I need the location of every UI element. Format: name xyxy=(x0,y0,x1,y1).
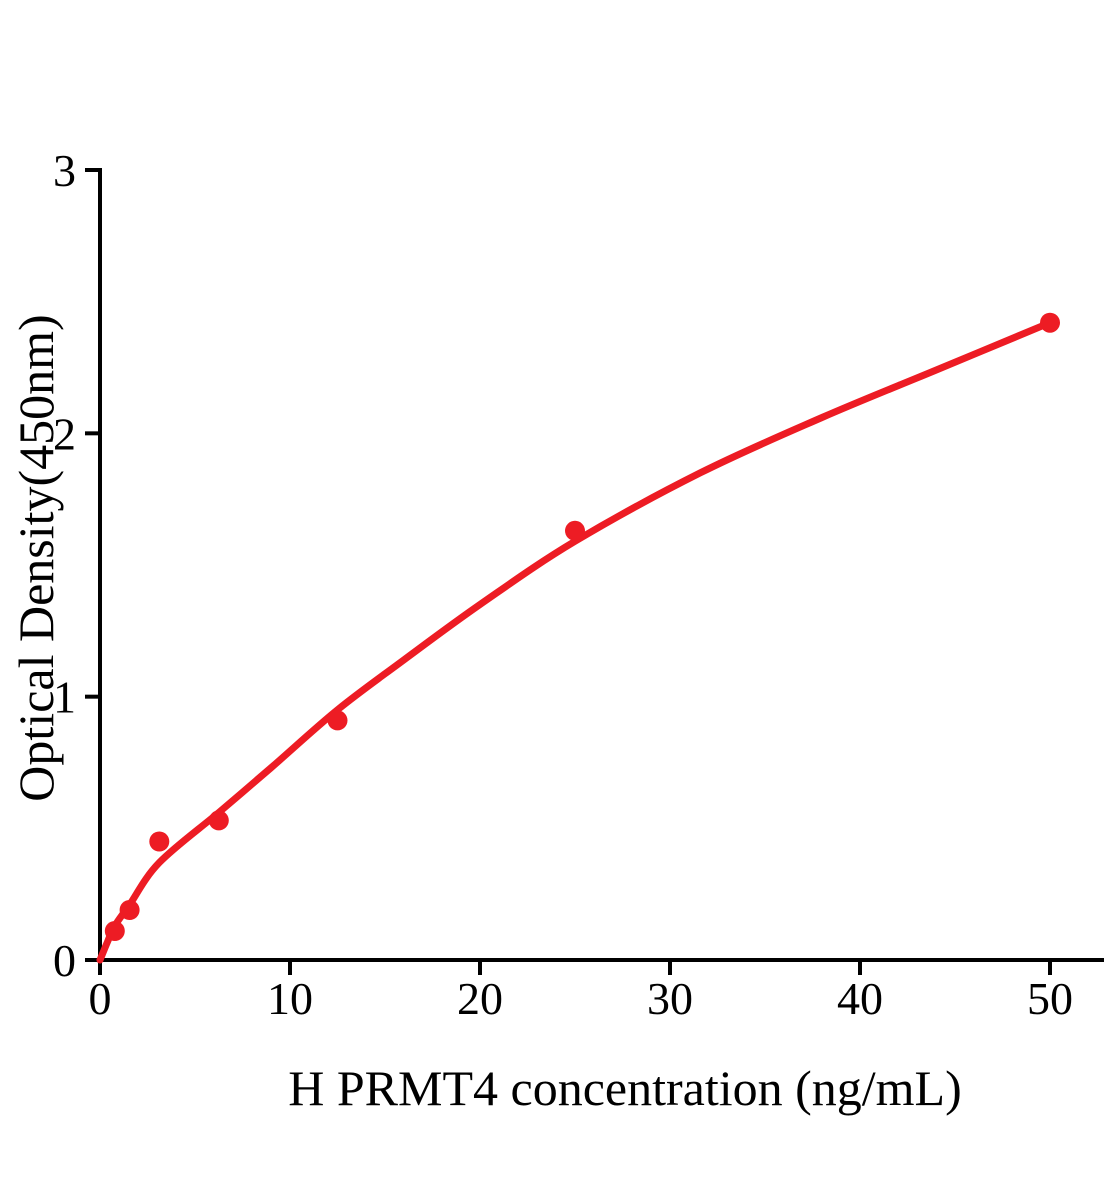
y-tick-label: 2 xyxy=(53,408,76,459)
y-tick-label: 3 xyxy=(53,145,76,196)
y-tick-label: 1 xyxy=(53,672,76,723)
data-point xyxy=(149,831,170,852)
x-tick-label: 0 xyxy=(89,973,112,1024)
fit-curve xyxy=(96,319,1054,964)
x-tick-label: 10 xyxy=(267,973,313,1024)
data-point xyxy=(565,520,585,541)
x-tick-label: 40 xyxy=(837,973,883,1024)
x-tick-label: 50 xyxy=(1027,973,1073,1024)
data-point xyxy=(104,921,125,941)
x-axis-title: H PRMT4 concentration (ng/mL) xyxy=(288,1060,962,1116)
data-point xyxy=(327,710,348,731)
y-axis-title: Optical Density(450nm) xyxy=(8,314,64,802)
y-tick-label: 0 xyxy=(53,935,76,986)
data-point xyxy=(119,900,140,920)
data-point xyxy=(208,810,229,831)
x-tick-label: 20 xyxy=(457,973,503,1024)
data-point xyxy=(1040,312,1060,333)
x-tick-label: 30 xyxy=(647,973,693,1024)
